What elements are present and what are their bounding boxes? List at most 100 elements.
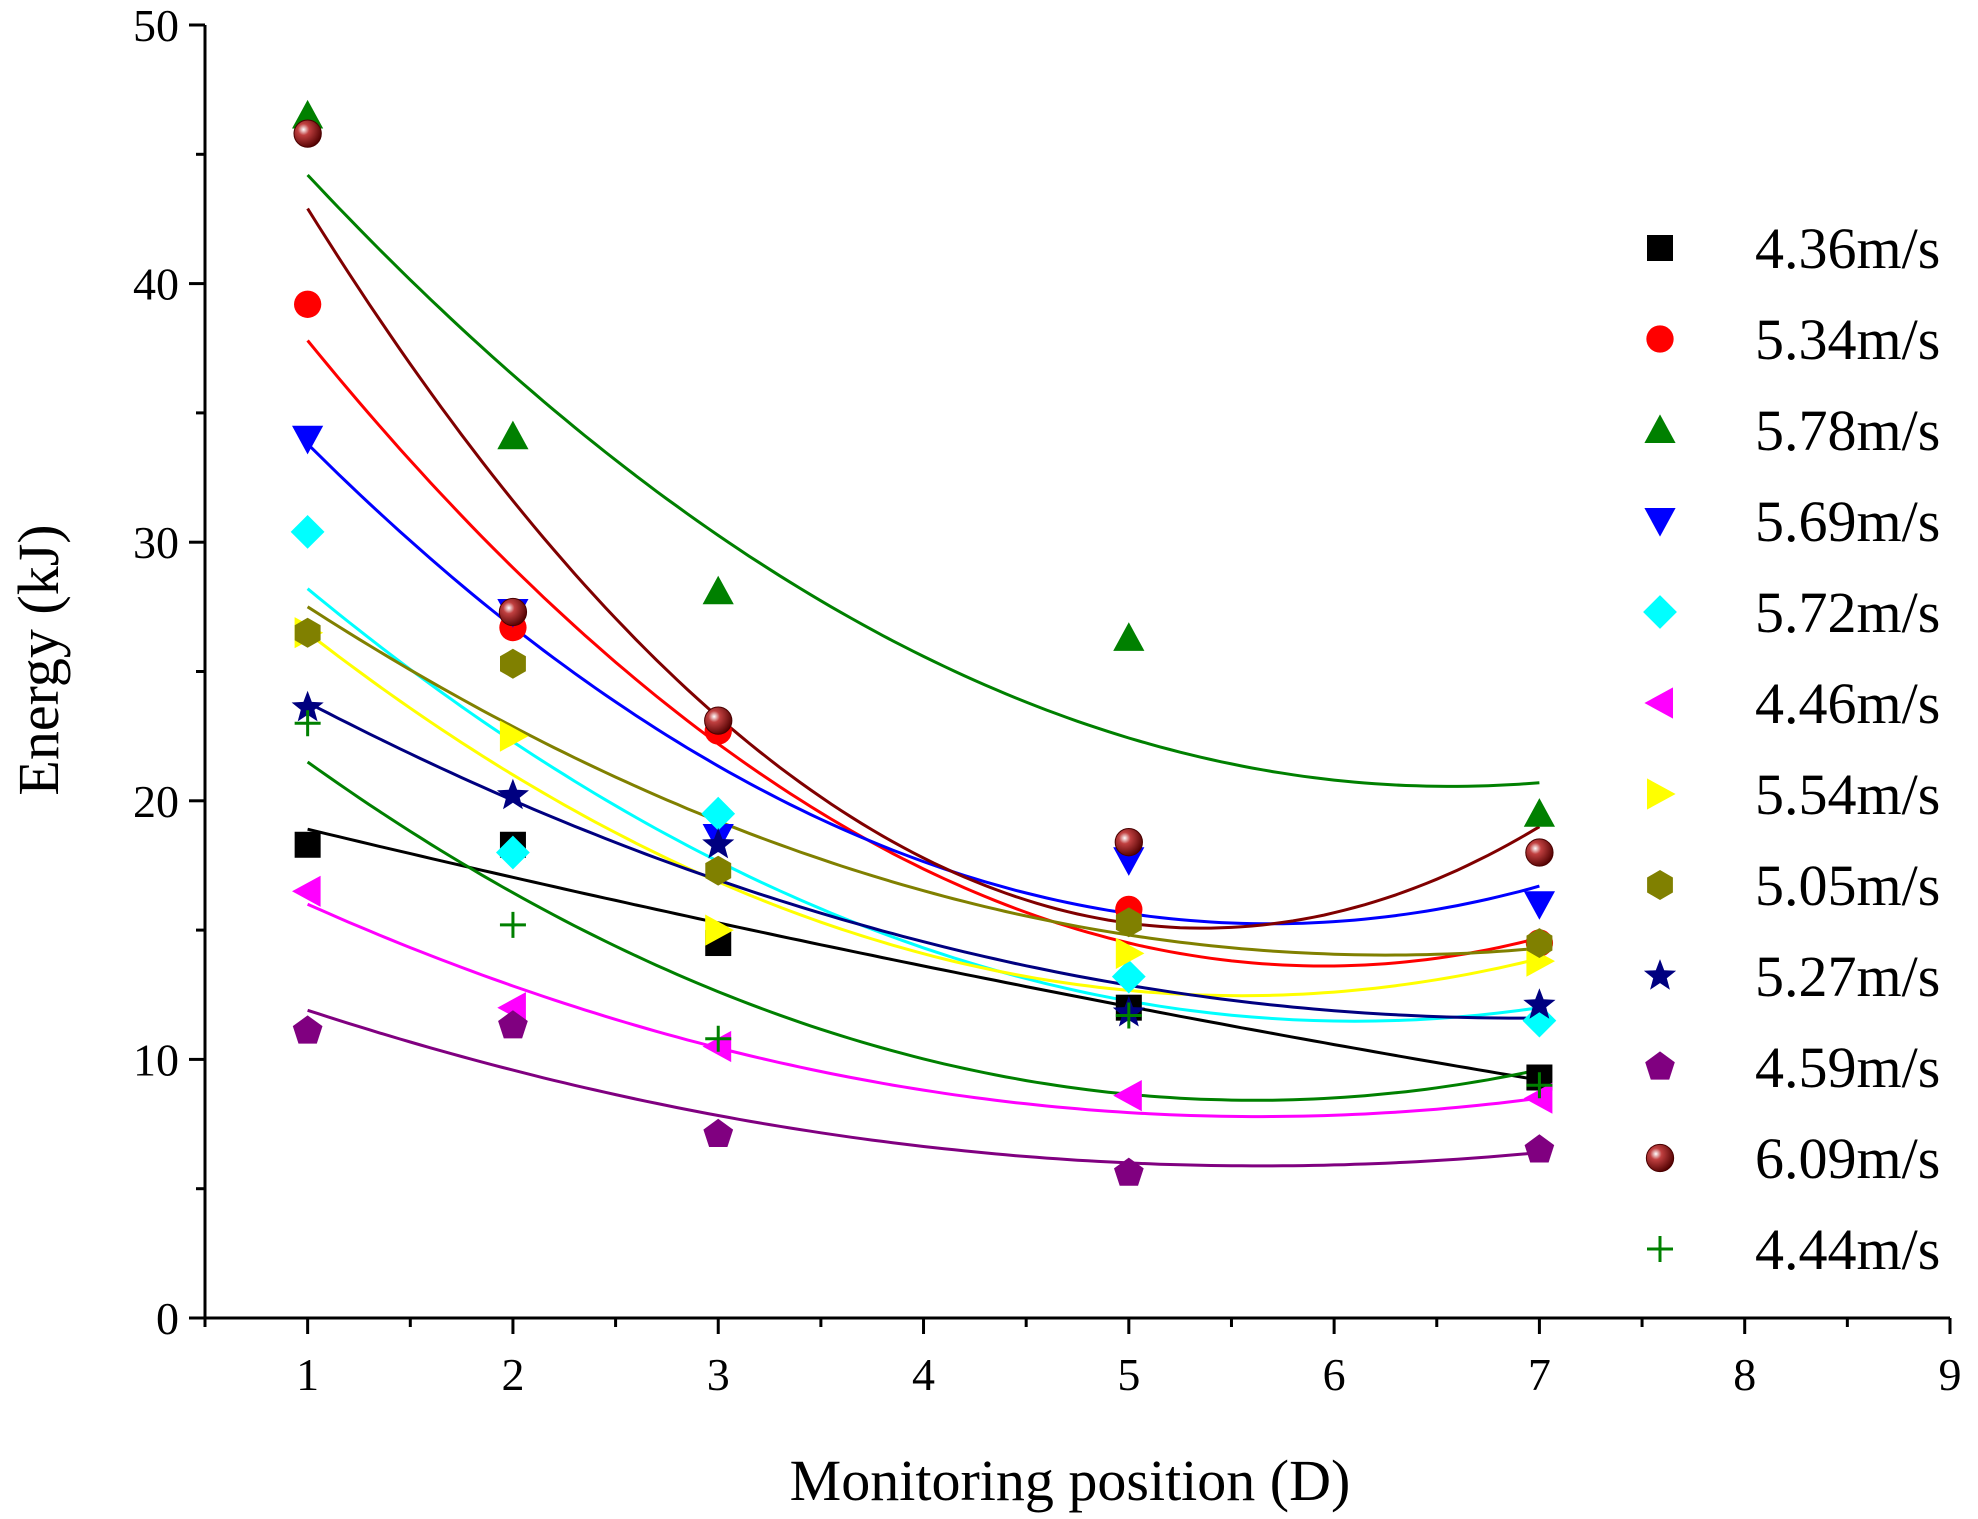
data-point	[1115, 907, 1142, 938]
data-point	[496, 835, 530, 870]
x-tick-label: 7	[1528, 1349, 1551, 1400]
data-point	[496, 778, 529, 810]
legend-symbol	[1644, 687, 1673, 719]
x-tick-label: 3	[707, 1349, 730, 1400]
data-point	[1114, 1157, 1144, 1186]
x-tick-label: 2	[501, 1349, 524, 1400]
data-point	[705, 855, 732, 886]
data-point	[294, 617, 321, 648]
legend-label: 4.36m/s	[1755, 216, 1940, 281]
data-point	[499, 720, 529, 752]
data-point	[1525, 838, 1554, 867]
data-point	[1522, 1003, 1557, 1038]
data-markers	[290, 99, 1557, 1186]
data-point	[1526, 1072, 1553, 1099]
data-point	[500, 648, 526, 679]
fit-curve-4.46m/s	[306, 902, 1540, 1119]
data-point	[497, 420, 529, 450]
legend-symbol	[1643, 959, 1677, 990]
data-point	[702, 575, 734, 605]
x-tick-label: 8	[1733, 1349, 1756, 1400]
data-point	[292, 1015, 323, 1044]
legend-label: 5.78m/s	[1755, 398, 1940, 463]
y-tick-label: 50	[133, 0, 179, 51]
data-point	[291, 690, 324, 722]
x-tick-label: 6	[1323, 1349, 1346, 1400]
legend-label: 5.69m/s	[1755, 489, 1940, 554]
fit-curve-5.78m/s	[306, 173, 1540, 788]
data-point	[701, 796, 736, 831]
axes: 1 2 3 4 5 6 7 8 9 0 10 20 30 40 50	[133, 0, 1962, 1400]
data-point	[1524, 1134, 1555, 1163]
x-tick-label: 5	[1117, 1349, 1140, 1400]
data-point	[294, 710, 321, 737]
data-point	[703, 1118, 734, 1147]
legend-symbol	[1644, 508, 1676, 537]
x-tick-label: 9	[1939, 1349, 1962, 1400]
fit-curve-4.59m/s	[307, 1008, 1540, 1168]
data-point	[1111, 959, 1146, 994]
data-point	[1523, 988, 1556, 1019]
x-tick-label: 1	[296, 1349, 319, 1400]
data-point	[290, 515, 325, 549]
data-point	[702, 827, 735, 859]
data-point	[498, 597, 528, 627]
data-point	[1115, 1002, 1142, 1029]
data-point	[499, 911, 526, 938]
data-point	[292, 99, 324, 129]
legend-label: 5.05m/s	[1755, 853, 1940, 918]
data-point	[293, 290, 322, 318]
y-tick-label: 30	[133, 517, 179, 568]
data-point	[1526, 928, 1553, 958]
data-point	[704, 706, 733, 735]
legend-symbol	[1644, 414, 1676, 443]
legend-label: 6.09m/s	[1755, 1126, 1940, 1191]
fit-curve-5.72m/s	[306, 587, 1540, 1023]
fit-curve-6.09m/s	[306, 207, 1541, 930]
data-point	[1113, 847, 1145, 876]
legend-symbol	[1645, 1143, 1675, 1173]
y-tick-label: 40	[133, 259, 179, 310]
fit-curves	[306, 173, 1541, 1168]
legend-label: 5.27m/s	[1755, 944, 1940, 1009]
data-point	[292, 875, 321, 907]
legend-label: 4.59m/s	[1755, 1035, 1940, 1100]
x-axis-title: Monitoring position (D)	[790, 1448, 1351, 1513]
legend-symbol	[1647, 778, 1676, 810]
legend-symbol	[1645, 1051, 1675, 1080]
legend-label: 5.54m/s	[1755, 762, 1940, 827]
y-axis-title: Energy (kJ)	[6, 524, 71, 795]
legend-symbol	[1647, 870, 1673, 900]
data-point	[1114, 828, 1143, 857]
legend-label: 5.34m/s	[1755, 307, 1940, 372]
fit-curve-4.36m/s	[307, 827, 1540, 1082]
legend-label: 4.44m/s	[1755, 1217, 1940, 1282]
data-point	[294, 831, 321, 858]
data-point	[498, 1010, 528, 1039]
legend-symbol	[1647, 235, 1673, 261]
data-point	[1523, 891, 1555, 920]
legend-symbol	[1647, 1236, 1673, 1262]
data-point	[293, 119, 322, 148]
legend-label: 5.72m/s	[1755, 580, 1940, 645]
y-tick-label: 0	[156, 1293, 179, 1344]
data-point	[1115, 937, 1145, 969]
y-tick-label: 10	[133, 1034, 179, 1085]
data-point	[292, 425, 324, 455]
x-tick-label: 4	[912, 1349, 935, 1400]
fit-curve-5.05m/s	[306, 605, 1540, 957]
legend-label: 4.46m/s	[1755, 671, 1940, 736]
data-point	[1113, 1080, 1142, 1112]
legend-symbol	[1643, 595, 1677, 629]
data-point	[705, 914, 734, 946]
data-point	[1113, 622, 1145, 651]
legend-symbol	[1646, 325, 1674, 353]
data-point	[1523, 798, 1555, 827]
fit-curve-5.34m/s	[306, 339, 1540, 968]
y-tick-label: 20	[133, 776, 179, 827]
fit-curve-5.69m/s	[306, 442, 1540, 926]
legend: 4.36m/s 5.34m/s 5.78m/s 5.69m/s 5.72m/s 4.46m…	[1643, 216, 1940, 1282]
fit-curve-4.44m/s	[306, 760, 1540, 1102]
data-point	[705, 1025, 732, 1052]
